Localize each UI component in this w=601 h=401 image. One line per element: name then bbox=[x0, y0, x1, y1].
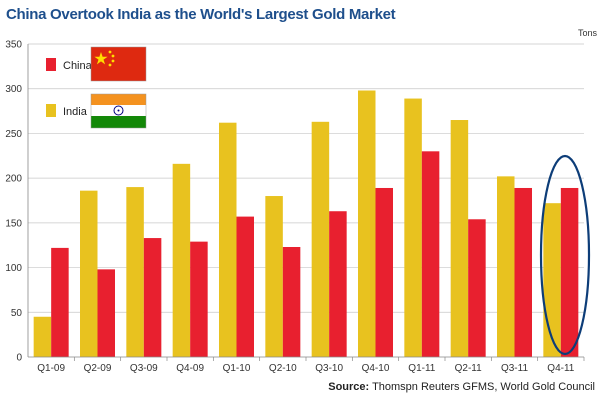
chart-title: China Overtook India as the World's Larg… bbox=[6, 6, 396, 23]
legend-item-india: India bbox=[46, 93, 147, 129]
bar-india-q3-09 bbox=[126, 187, 144, 357]
india-flag-icon bbox=[90, 93, 147, 129]
bar-india-q1-11 bbox=[404, 98, 422, 358]
bar-china-q3-10 bbox=[329, 211, 347, 357]
bar-china-q2-11 bbox=[468, 219, 486, 357]
legend-swatch-china bbox=[46, 58, 56, 71]
y-tick-label: 0 bbox=[16, 353, 22, 364]
source-note: Source: Thomspn Reuters GFMS, World Gold… bbox=[328, 381, 595, 393]
highlight-ellipse bbox=[539, 154, 591, 356]
bar-india-q2-11 bbox=[450, 120, 469, 357]
y-tick-labels: 0 50 100 150 200 250 300 350 bbox=[5, 40, 22, 364]
y-tick-label: 50 bbox=[11, 308, 23, 319]
x-tick-label: Q2-09 bbox=[84, 363, 112, 374]
bar-china-q1-11 bbox=[421, 151, 440, 357]
legend-swatch-india bbox=[46, 104, 56, 117]
china-flag-icon bbox=[90, 46, 147, 82]
bar-india-q2-10 bbox=[265, 196, 283, 357]
bar-india-q4-10 bbox=[358, 90, 376, 357]
bar-china-q4-09 bbox=[190, 241, 208, 357]
bar-india-q4-09 bbox=[172, 163, 191, 357]
bar-china-q2-10 bbox=[282, 247, 301, 357]
legend-label-india: India bbox=[63, 106, 88, 118]
legend: China India bbox=[46, 46, 147, 129]
x-tick-label: Q3-11 bbox=[501, 363, 528, 374]
x-tick-label: Q4-10 bbox=[362, 363, 390, 374]
bar-china-q1-10 bbox=[236, 216, 254, 357]
x-tick-label: Q4-09 bbox=[176, 363, 204, 374]
x-tick-label: Q1-11 bbox=[408, 363, 435, 374]
legend-item-china: China bbox=[46, 46, 147, 82]
x-tick-label: Q1-10 bbox=[223, 363, 251, 374]
bar-india-q3-10 bbox=[311, 121, 330, 357]
bar-china-q2-09 bbox=[97, 269, 115, 357]
x-tick-label: Q2-10 bbox=[269, 363, 297, 374]
bar-india-q3-11 bbox=[497, 176, 515, 357]
y-tick-label: 200 bbox=[5, 174, 22, 185]
x-tick-label: Q4-11 bbox=[547, 363, 574, 374]
x-tick-label: Q2-11 bbox=[455, 363, 482, 374]
bar-india-q4-11 bbox=[543, 203, 561, 357]
y-tick-label: 150 bbox=[5, 218, 22, 229]
gridlines bbox=[28, 43, 584, 313]
x-tick-label: Q3-09 bbox=[130, 363, 158, 374]
source-label: Source: bbox=[328, 381, 370, 393]
y-tick-label: 350 bbox=[5, 40, 22, 51]
bar-india-q1-10 bbox=[219, 122, 237, 357]
x-tick-labels: Q1-09 Q2-09 Q3-09 Q4-09 Q1-10 Q2-10 Q3-10 Q4-10… bbox=[37, 363, 575, 374]
bar-china-q4-10 bbox=[375, 187, 393, 357]
y-tick-label: 300 bbox=[5, 84, 22, 95]
axes bbox=[27, 44, 585, 361]
x-tick-label: Q1-09 bbox=[37, 363, 65, 374]
bar-china-q3-09 bbox=[143, 238, 162, 357]
bar-india-q1-09 bbox=[33, 316, 52, 357]
bar-china-q3-11 bbox=[514, 187, 532, 357]
bar-china-q1-09 bbox=[51, 247, 69, 357]
bar-china-q4-11 bbox=[560, 187, 579, 357]
source-text: Thomspn Reuters GFMS, World Gold Council bbox=[372, 381, 595, 393]
legend-label-china: China bbox=[63, 60, 93, 72]
bar-india-q2-09 bbox=[80, 190, 98, 357]
y-axis-unit: Tons bbox=[578, 28, 598, 38]
bars bbox=[33, 90, 579, 358]
y-tick-label: 100 bbox=[5, 263, 22, 274]
x-tick-label: Q3-10 bbox=[315, 363, 343, 374]
y-tick-label: 250 bbox=[5, 129, 22, 140]
